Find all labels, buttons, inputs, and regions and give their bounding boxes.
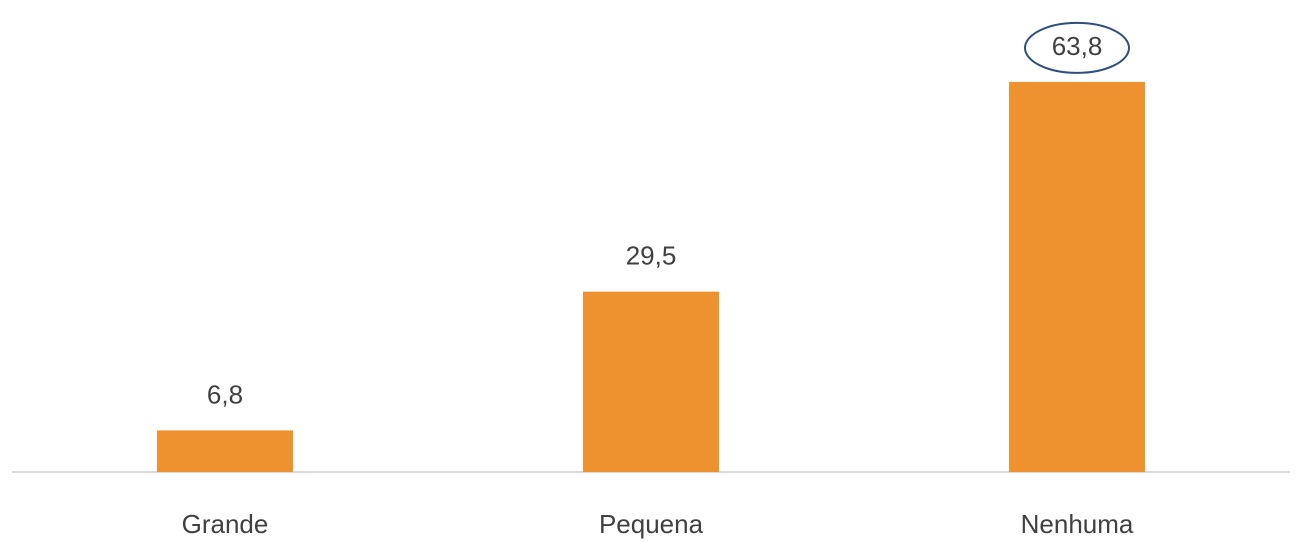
- bar: [583, 291, 719, 472]
- bar: [157, 430, 293, 472]
- x-tick-label: Nenhuma: [1021, 509, 1134, 539]
- highlight-ellipse: [1024, 21, 1130, 74]
- x-tick-label: Pequena: [599, 509, 704, 539]
- x-tick-label: Grande: [182, 509, 269, 539]
- bar: [1009, 81, 1145, 472]
- value-label: 6,8: [207, 379, 243, 409]
- value-label: 29,5: [626, 241, 677, 271]
- value-label: 63,8: [1052, 31, 1103, 61]
